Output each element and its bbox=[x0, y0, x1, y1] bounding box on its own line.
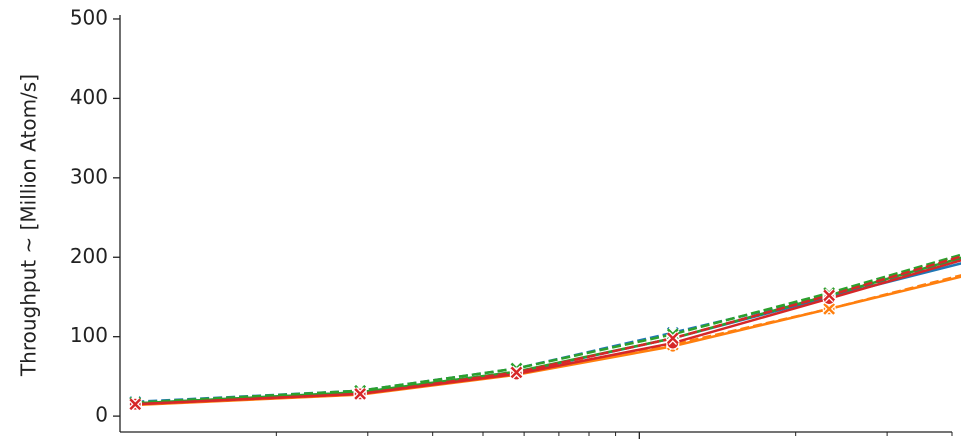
series-line bbox=[135, 255, 961, 406]
x-marker bbox=[666, 331, 680, 346]
marker-cross bbox=[129, 398, 142, 411]
y-axis-label: Throughput ~ [Million Atom/s] bbox=[17, 74, 41, 377]
series-line bbox=[135, 259, 961, 406]
x-marker bbox=[509, 365, 524, 380]
x-marker bbox=[353, 387, 367, 401]
x-marker bbox=[822, 288, 836, 303]
marker-cross bbox=[823, 303, 836, 315]
series-line bbox=[135, 253, 961, 404]
x-marker bbox=[128, 397, 143, 411]
marker-cross bbox=[666, 332, 679, 345]
y-tick-label: 100 bbox=[70, 323, 108, 347]
y-tick-label: 0 bbox=[95, 403, 108, 427]
marker-cross bbox=[354, 387, 367, 400]
series-line bbox=[135, 275, 961, 407]
y-tick-label: 300 bbox=[70, 164, 108, 188]
series-line bbox=[135, 258, 961, 404]
series-line bbox=[135, 256, 961, 405]
marker-cross bbox=[823, 289, 836, 302]
y-tick-label: 400 bbox=[70, 85, 108, 109]
x-marker bbox=[822, 302, 836, 316]
series-line bbox=[135, 262, 961, 405]
y-tick-label: 500 bbox=[70, 5, 108, 29]
y-tick-label: 200 bbox=[70, 244, 108, 268]
marker-cross bbox=[510, 366, 523, 379]
